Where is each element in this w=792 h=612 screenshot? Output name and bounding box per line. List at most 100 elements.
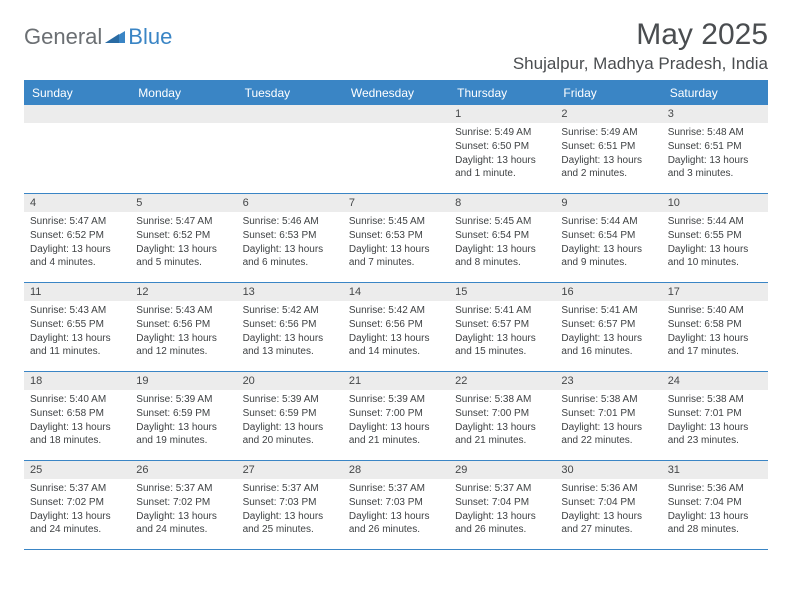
- logo-text-blue: Blue: [128, 24, 172, 50]
- sunrise-line: Sunrise: 5:45 AM: [455, 215, 549, 228]
- daylight-line: Daylight: 13 hours and 3 minutes.: [668, 154, 762, 180]
- sunset-line: Sunset: 7:01 PM: [668, 407, 762, 420]
- sunrise-line: Sunrise: 5:46 AM: [243, 215, 337, 228]
- daylight-line: Daylight: 13 hours and 21 minutes.: [455, 421, 549, 447]
- sunrise-line: Sunrise: 5:42 AM: [243, 304, 337, 317]
- day-body: Sunrise: 5:41 AMSunset: 6:57 PMDaylight:…: [449, 304, 555, 363]
- day-number: 17: [662, 283, 768, 301]
- daylight-line: Daylight: 13 hours and 1 minute.: [455, 154, 549, 180]
- day-cell: 23Sunrise: 5:38 AMSunset: 7:01 PMDayligh…: [555, 372, 661, 460]
- daylight-line: Daylight: 13 hours and 24 minutes.: [136, 510, 230, 536]
- day-number: 6: [237, 194, 343, 212]
- day-number: 24: [662, 372, 768, 390]
- sunrise-line: Sunrise: 5:38 AM: [455, 393, 549, 406]
- day-number: 11: [24, 283, 130, 301]
- day-body: Sunrise: 5:37 AMSunset: 7:02 PMDaylight:…: [130, 482, 236, 541]
- sunrise-line: Sunrise: 5:41 AM: [561, 304, 655, 317]
- day-cell: 21Sunrise: 5:39 AMSunset: 7:00 PMDayligh…: [343, 372, 449, 460]
- sunrise-line: Sunrise: 5:37 AM: [136, 482, 230, 495]
- day-cell: 30Sunrise: 5:36 AMSunset: 7:04 PMDayligh…: [555, 461, 661, 549]
- daylight-line: Daylight: 13 hours and 16 minutes.: [561, 332, 655, 358]
- sunrise-line: Sunrise: 5:45 AM: [349, 215, 443, 228]
- weekday-header: Tuesday: [237, 81, 343, 105]
- day-cell: 2Sunrise: 5:49 AMSunset: 6:51 PMDaylight…: [555, 105, 661, 193]
- day-cell: 4 Sunrise: 5:47 AMSunset: 6:52 PMDaylight…: [24, 194, 130, 282]
- day-cell: 3Sunrise: 5:48 AMSunset: 6:51 PMDaylight…: [662, 105, 768, 193]
- sunset-line: Sunset: 6:53 PM: [243, 229, 337, 242]
- daylight-line: Daylight: 13 hours and 12 minutes.: [136, 332, 230, 358]
- day-cell: 17Sunrise: 5:40 AMSunset: 6:58 PMDayligh…: [662, 283, 768, 371]
- daylight-line: Daylight: 13 hours and 10 minutes.: [668, 243, 762, 269]
- day-body: Sunrise: 5:45 AMSunset: 6:53 PMDaylight:…: [343, 215, 449, 274]
- day-body: Sunrise: 5:47 AMSunset: 6:52 PMDaylight:…: [24, 215, 130, 274]
- sunrise-line: Sunrise: 5:37 AM: [349, 482, 443, 495]
- day-cell: 24Sunrise: 5:38 AMSunset: 7:01 PMDayligh…: [662, 372, 768, 460]
- sunrise-line: Sunrise: 5:38 AM: [561, 393, 655, 406]
- logo: General Blue: [24, 18, 172, 50]
- sunrise-line: Sunrise: 5:37 AM: [30, 482, 124, 495]
- sunset-line: Sunset: 6:54 PM: [561, 229, 655, 242]
- weekday-header-row: SundayMondayTuesdayWednesdayThursdayFrid…: [24, 81, 768, 105]
- day-number: 29: [449, 461, 555, 479]
- sunrise-line: Sunrise: 5:43 AM: [30, 304, 124, 317]
- sunrise-line: Sunrise: 5:38 AM: [668, 393, 762, 406]
- day-number: 30: [555, 461, 661, 479]
- sunrise-line: Sunrise: 5:39 AM: [349, 393, 443, 406]
- weekday-header: Monday: [130, 81, 236, 105]
- sunset-line: Sunset: 6:55 PM: [668, 229, 762, 242]
- calendar: SundayMondayTuesdayWednesdayThursdayFrid…: [24, 80, 768, 550]
- day-number: 22: [449, 372, 555, 390]
- empty-day-header: [130, 105, 236, 123]
- sunset-line: Sunset: 7:03 PM: [243, 496, 337, 509]
- day-body: Sunrise: 5:40 AMSunset: 6:58 PMDaylight:…: [24, 393, 130, 452]
- daylight-line: Daylight: 13 hours and 20 minutes.: [243, 421, 337, 447]
- day-number: 18: [24, 372, 130, 390]
- sunrise-line: Sunrise: 5:47 AM: [30, 215, 124, 228]
- sunrise-line: Sunrise: 5:39 AM: [136, 393, 230, 406]
- daylight-line: Daylight: 13 hours and 5 minutes.: [136, 243, 230, 269]
- daylight-line: Daylight: 13 hours and 24 minutes.: [30, 510, 124, 536]
- day-body: Sunrise: 5:43 AMSunset: 6:55 PMDaylight:…: [24, 304, 130, 363]
- week-row: 1Sunrise: 5:49 AMSunset: 6:50 PMDaylight…: [24, 105, 768, 194]
- daylight-line: Daylight: 13 hours and 18 minutes.: [30, 421, 124, 447]
- daylight-line: Daylight: 13 hours and 2 minutes.: [561, 154, 655, 180]
- day-body: Sunrise: 5:37 AMSunset: 7:04 PMDaylight:…: [449, 482, 555, 541]
- day-body: Sunrise: 5:36 AMSunset: 7:04 PMDaylight:…: [662, 482, 768, 541]
- empty-day-header: [237, 105, 343, 123]
- month-title: May 2025: [513, 18, 768, 52]
- sunset-line: Sunset: 7:02 PM: [136, 496, 230, 509]
- day-cell: 29 Sunrise: 5:37 AMSunset: 7:04 PMDayligh…: [449, 461, 555, 549]
- logo-text-general: General: [24, 24, 102, 50]
- day-number: 21: [343, 372, 449, 390]
- day-cell: 15Sunrise: 5:41 AMSunset: 6:57 PMDayligh…: [449, 283, 555, 371]
- day-number: 9: [555, 194, 661, 212]
- day-cell: 26Sunrise: 5:37 AMSunset: 7:02 PMDayligh…: [130, 461, 236, 549]
- day-body: Sunrise: 5:37 AMSunset: 7:02 PMDaylight:…: [24, 482, 130, 541]
- sunset-line: Sunset: 7:02 PM: [30, 496, 124, 509]
- sunset-line: Sunset: 6:52 PM: [30, 229, 124, 242]
- sunset-line: Sunset: 6:51 PM: [561, 140, 655, 153]
- sunrise-line: Sunrise: 5:40 AM: [668, 304, 762, 317]
- day-body: Sunrise: 5:49 AMSunset: 6:50 PMDaylight:…: [449, 126, 555, 185]
- weekday-header: Sunday: [24, 81, 130, 105]
- sunrise-line: Sunrise: 5:39 AM: [243, 393, 337, 406]
- week-row: 18 Sunrise: 5:40 AMSunset: 6:58 PMDayligh…: [24, 372, 768, 461]
- day-cell: 13Sunrise: 5:42 AMSunset: 6:56 PMDayligh…: [237, 283, 343, 371]
- day-body: Sunrise: 5:39 AMSunset: 6:59 PMDaylight:…: [237, 393, 343, 452]
- sunset-line: Sunset: 6:53 PM: [349, 229, 443, 242]
- day-number: 27: [237, 461, 343, 479]
- daylight-line: Daylight: 13 hours and 19 minutes.: [136, 421, 230, 447]
- day-number: 4: [24, 194, 130, 212]
- day-body: Sunrise: 5:39 AMSunset: 6:59 PMDaylight:…: [130, 393, 236, 452]
- daylight-line: Daylight: 13 hours and 15 minutes.: [455, 332, 549, 358]
- day-number: 5: [130, 194, 236, 212]
- sunset-line: Sunset: 6:59 PM: [136, 407, 230, 420]
- sunrise-line: Sunrise: 5:36 AM: [668, 482, 762, 495]
- day-cell: [237, 105, 343, 193]
- empty-day-header: [343, 105, 449, 123]
- day-body: Sunrise: 5:38 AMSunset: 7:00 PMDaylight:…: [449, 393, 555, 452]
- sunset-line: Sunset: 7:04 PM: [668, 496, 762, 509]
- daylight-line: Daylight: 13 hours and 17 minutes.: [668, 332, 762, 358]
- sunrise-line: Sunrise: 5:41 AM: [455, 304, 549, 317]
- day-cell: 18 Sunrise: 5:40 AMSunset: 6:58 PMDayligh…: [24, 372, 130, 460]
